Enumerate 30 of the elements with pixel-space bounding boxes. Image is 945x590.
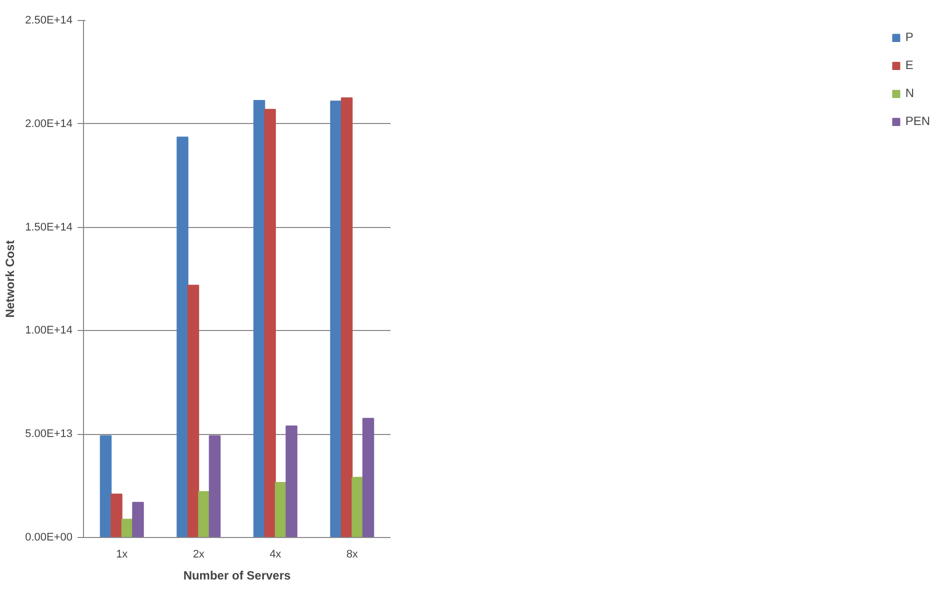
- bar: [110, 494, 122, 538]
- y-tick-label: 2.50E+14: [25, 14, 72, 26]
- bar: [208, 435, 221, 538]
- y-tick-label: 2.00E+14: [25, 118, 72, 130]
- y-tick-label: 1.00E+14: [25, 324, 72, 337]
- bar: [286, 426, 298, 538]
- bar: [362, 418, 374, 538]
- bar: [187, 284, 200, 538]
- y-tick-label: 5.00E+13: [25, 428, 72, 440]
- x-tick-label: 2x: [192, 548, 205, 560]
- bar: [198, 491, 210, 538]
- x-tick-label: 8x: [346, 548, 358, 560]
- legend-label: P: [905, 30, 914, 44]
- bar: [330, 100, 342, 538]
- y-axis-title: Network Cost: [3, 240, 18, 318]
- bar: [352, 476, 364, 538]
- x-tick-label: 4x: [270, 548, 282, 560]
- legend-label: E: [905, 58, 914, 72]
- bar: [264, 108, 276, 538]
- bar: [100, 435, 112, 538]
- legend-label: N: [905, 86, 915, 100]
- bar: [340, 97, 353, 538]
- x-axis-title: Number of Servers: [183, 568, 292, 582]
- legend-label: PEN: [905, 114, 930, 128]
- bar: [253, 100, 266, 538]
- bar: [176, 136, 188, 538]
- bar: [132, 502, 144, 538]
- x-tick-label: 1x: [116, 548, 128, 560]
- y-tick-label: 0.00E+00: [25, 532, 72, 544]
- y-tick-label: 1.50E+14: [25, 221, 72, 234]
